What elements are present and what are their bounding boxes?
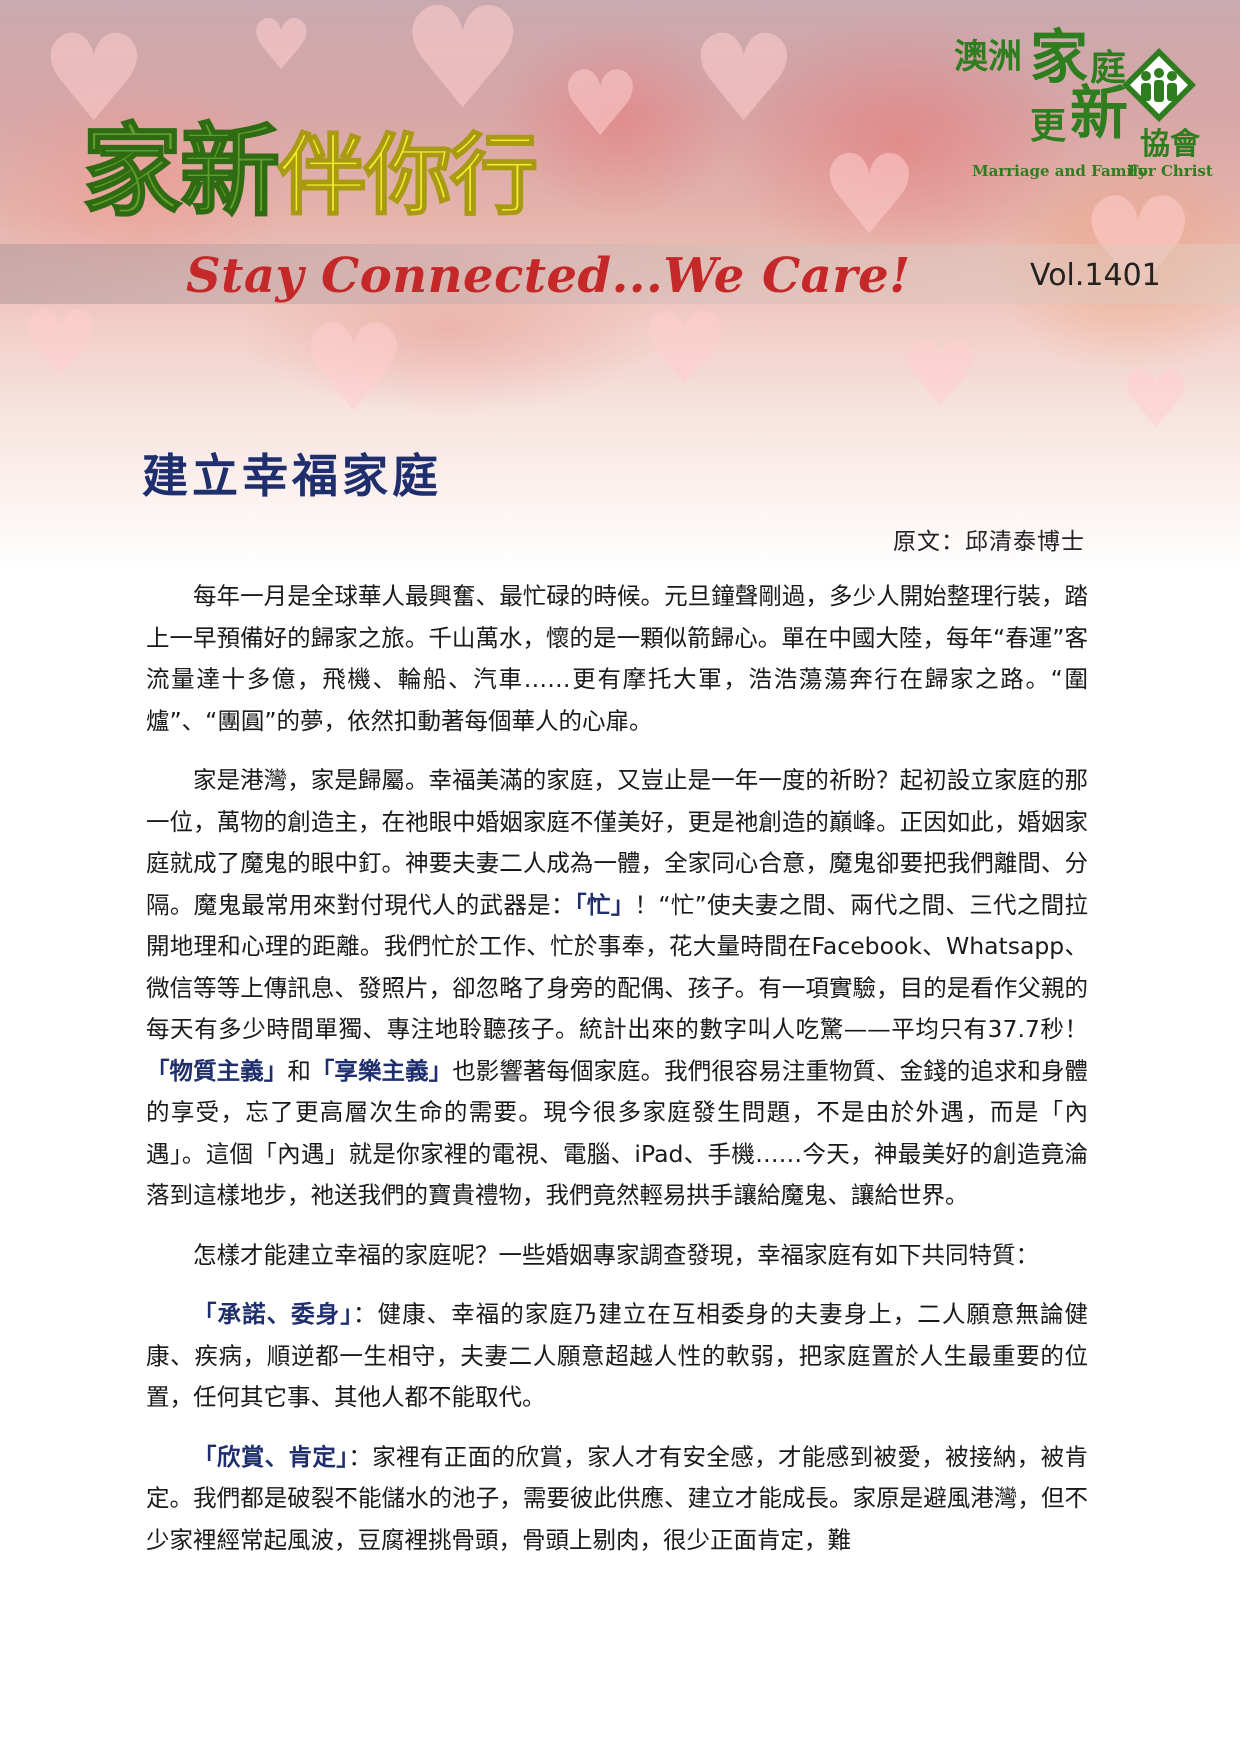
heart-decoration: ♥	[820, 131, 919, 259]
logo-ting-glyph: 庭	[1090, 47, 1127, 89]
article-title: 建立幸福家庭	[142, 449, 442, 503]
heart-decoration: ♥	[250, 4, 313, 86]
newsletter-tagline: Stay Connected...We Care!	[186, 248, 911, 304]
highlight-materialism: 「物質主義」	[146, 1056, 288, 1085]
logo-geng-glyph: 更	[1030, 105, 1067, 147]
article-body: 每年一月是全球華人最興奮、最忙碌的時候。元旦鐘聲剛過，多少人開始整理行裝，踏上一…	[146, 576, 1088, 1579]
volume-number: Vol.1401	[1030, 258, 1161, 293]
logo-xin-glyph: 新	[1070, 79, 1129, 147]
heart-decoration: ♥	[640, 291, 730, 408]
heart-decoration: ♥	[20, 292, 101, 397]
article-byline: 原文：邱清泰博士	[893, 529, 1085, 555]
logo-english-left: Marriage and Family	[972, 162, 1147, 180]
highlight-commitment: 「承諾、委身」	[193, 1300, 353, 1328]
paragraph-2-text-b: ！“忙”使夫妻之間、兩代之間、三代之間拉開地理和心理的距離。我們忙於工作、忙於事…	[146, 890, 1089, 1044]
highlight-hedonism: 「享樂主義」	[310, 1056, 453, 1085]
paragraph-1: 每年一月是全球華人最興奮、最忙碌的時候。元旦鐘聲剛過，多少人開始整理行裝，踏上一…	[146, 582, 1088, 735]
paragraph-5-text: ：家裡有正面的欣賞，家人才有安全感，才能感到被愛，被接納，被肯定。我們都是破裂不…	[146, 1442, 1089, 1554]
heart-decoration: ♥	[690, 10, 798, 149]
paragraph-3: 怎樣才能建立幸福的家庭呢？一些婚姻專家調查發現，幸福家庭有如下共同特質：	[193, 1240, 1039, 1269]
paragraph-5: 「欣賞、肯定」：家裡有正面的欣賞，家人才有安全感，才能感到被愛，被接納，被肯定。…	[146, 1437, 1088, 1562]
newsletter-title-green: 家新	[81, 113, 281, 230]
heart-decoration: ♥	[40, 10, 148, 149]
paragraph-2-text-c: 和	[287, 1056, 311, 1085]
logo-jia-glyph: 家	[1030, 23, 1089, 91]
newsletter-title: 家新伴你行	[81, 121, 539, 223]
heart-decoration: ♥	[900, 322, 981, 427]
highlight-appreciation: 「欣賞、肯定」	[193, 1442, 349, 1471]
tagline-band	[0, 244, 1240, 304]
newsletter-title-yellow: 伴你行	[277, 124, 539, 227]
heart-decoration: ♥	[560, 52, 641, 157]
paragraph-4: 「承諾、委身」：健康、幸福的家庭乃建立在互相委身的夫妻身上，二人願意無論健康、疾…	[146, 1294, 1088, 1419]
heart-decoration: ♥	[400, 0, 526, 141]
logo-english-right: For Christ	[1128, 162, 1213, 180]
organization-logo: 澳洲 家 庭 更 新 協會 Marriage and Family For Ch…	[940, 20, 1213, 230]
logo-region-text: 澳洲	[954, 37, 1022, 77]
logo-xiehui-text: 協會	[1140, 127, 1200, 162]
paragraph-2: 家是港灣，家是歸屬。幸福美滿的家庭，又豈止是一年一度的祈盼？起初設立家庭的那一位…	[146, 760, 1088, 1217]
paragraph-2-text-a: 家是港灣，家是歸屬。幸福美滿的家庭，又豈止是一年一度的祈盼？起初設立家庭的那一位…	[146, 766, 1088, 919]
family-diamond-icon	[1122, 48, 1196, 122]
highlight-busy: 「忙」	[574, 890, 635, 919]
heart-decoration: ♥	[1120, 353, 1192, 446]
heart-decoration: ♥	[300, 300, 408, 439]
paragraph-4-text: ：健康、幸福的家庭乃建立在互相委身的夫妻身上，二人願意無論健康、疾病，順逆都一生…	[146, 1300, 1089, 1411]
paragraph-2-text-d: 也影響著每個家庭。我們很容易注重物質、金錢的追求和身體的享受，忘了更高層次生命的…	[146, 1056, 1089, 1210]
